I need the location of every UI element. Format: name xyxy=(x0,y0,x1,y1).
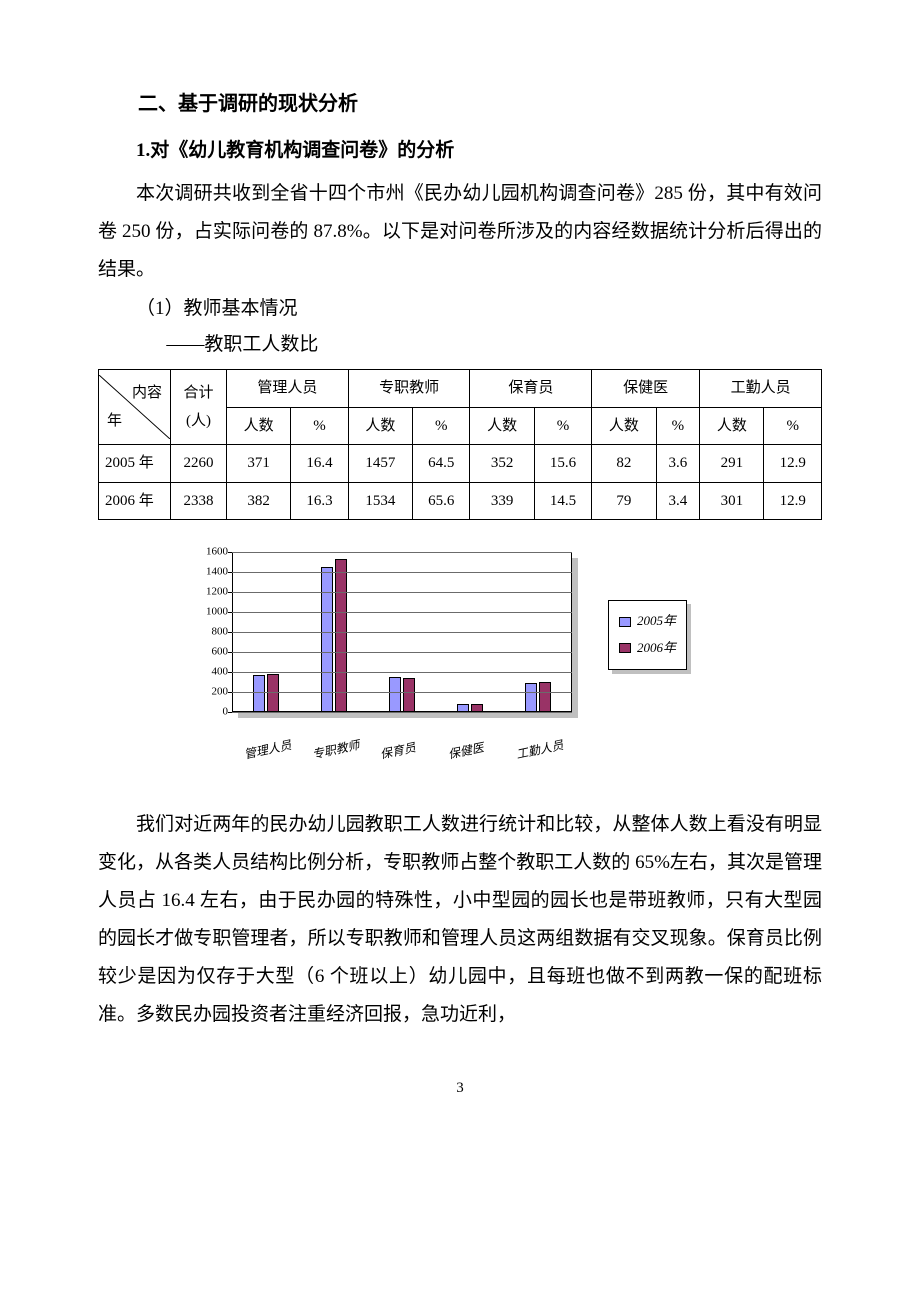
gridline xyxy=(232,632,572,633)
cell: 12.9 xyxy=(764,482,822,520)
cell: 3.4 xyxy=(656,482,700,520)
subsection-heading: 1.对《幼儿教育机构调查问卷》的分析 xyxy=(98,133,822,169)
col-sub: % xyxy=(534,407,591,445)
staff-bar-chart: 02004006008001000120014001600 2005年2006年… xyxy=(190,550,730,770)
cell: 14.5 xyxy=(534,482,591,520)
bar xyxy=(457,704,469,712)
col-sub: 人数 xyxy=(470,407,534,445)
cell: 16.3 xyxy=(291,482,348,520)
bar xyxy=(403,678,415,712)
cell: 352 xyxy=(470,445,534,483)
col-sub: % xyxy=(291,407,348,445)
y-tick-label: 400 xyxy=(190,662,228,683)
cell: 64.5 xyxy=(413,445,470,483)
bar xyxy=(539,682,551,712)
gridline xyxy=(232,572,572,573)
cell: 12.9 xyxy=(764,445,822,483)
gridline xyxy=(232,612,572,613)
row-year: 2006 年 xyxy=(99,482,171,520)
table-diagonal-header: 内容 年 xyxy=(99,375,170,439)
legend-item: 2005年 xyxy=(619,609,676,634)
row-year: 2005 年 xyxy=(99,445,171,483)
diag-top: 内容 xyxy=(132,379,162,408)
cell: 382 xyxy=(227,482,291,520)
cell: 65.6 xyxy=(413,482,470,520)
legend-label: 2005年 xyxy=(637,609,676,634)
col-sub: 人数 xyxy=(227,407,291,445)
row-total: 2338 xyxy=(171,482,227,520)
cell: 79 xyxy=(592,482,656,520)
cell: 1457 xyxy=(348,445,412,483)
col-sub: 人数 xyxy=(700,407,764,445)
intro-paragraph: 本次调研共收到全省十四个市州《民办幼儿园机构调查问卷》285 份，其中有效问卷 … xyxy=(98,175,822,289)
page-number: 3 xyxy=(98,1074,822,1103)
gridline xyxy=(232,552,572,553)
cell: 82 xyxy=(592,445,656,483)
legend-item: 2006年 xyxy=(619,636,676,661)
y-tick-label: 1400 xyxy=(190,562,228,583)
col-sub: % xyxy=(656,407,700,445)
y-tick-label: 1600 xyxy=(190,542,228,563)
legend-swatch xyxy=(619,617,631,627)
legend-label: 2006年 xyxy=(637,636,676,661)
diag-bottom: 年 xyxy=(107,407,122,436)
cell: 301 xyxy=(700,482,764,520)
bar xyxy=(253,675,265,712)
y-tick-label: 600 xyxy=(190,642,228,663)
x-category-label: 保育员 xyxy=(378,737,418,767)
bar xyxy=(525,683,537,712)
col-sub: % xyxy=(413,407,470,445)
gridline xyxy=(232,712,572,713)
row-total: 2260 xyxy=(171,445,227,483)
cell: 16.4 xyxy=(291,445,348,483)
cell: 3.6 xyxy=(656,445,700,483)
staff-table: 内容 年 合计(人) 管理人员 专职教师 保育员 保健医 工勤人员 人数%人数%… xyxy=(98,369,822,520)
bar xyxy=(335,559,347,712)
col-total: 合计(人) xyxy=(171,370,227,445)
item-subheading: ——教职工人数比 xyxy=(98,327,822,363)
item-heading: （1）教师基本情况 xyxy=(98,291,822,327)
legend-swatch xyxy=(619,643,631,653)
cell: 291 xyxy=(700,445,764,483)
y-tick-label: 1000 xyxy=(190,602,228,623)
gridline xyxy=(232,692,572,693)
x-category-label: 保健医 xyxy=(446,737,486,767)
y-tick-label: 1200 xyxy=(190,582,228,603)
cell: 1534 xyxy=(348,482,412,520)
col-sub: 人数 xyxy=(348,407,412,445)
bar xyxy=(321,567,333,713)
gridline xyxy=(232,672,572,673)
cell: 371 xyxy=(227,445,291,483)
col-sub: % xyxy=(764,407,822,445)
col-group: 专职教师 xyxy=(348,370,470,408)
y-tick-label: 0 xyxy=(190,702,228,723)
analysis-paragraph: 我们对近两年的民办幼儿园教职工人数进行统计和比较，从整体人数上看没有明显变化，从… xyxy=(98,806,822,1034)
col-group: 保育员 xyxy=(470,370,592,408)
col-sub: 人数 xyxy=(592,407,656,445)
y-tick-label: 800 xyxy=(190,622,228,643)
gridline xyxy=(232,652,572,653)
col-group: 管理人员 xyxy=(227,370,349,408)
bar xyxy=(471,704,483,712)
cell: 15.6 xyxy=(534,445,591,483)
chart-legend: 2005年2006年 xyxy=(608,600,687,669)
col-group: 保健医 xyxy=(592,370,700,408)
col-group: 工勤人员 xyxy=(700,370,822,408)
section-heading: 二、基于调研的现状分析 xyxy=(98,85,822,123)
bar xyxy=(389,677,401,712)
gridline xyxy=(232,592,572,593)
y-tick-label: 200 xyxy=(190,682,228,703)
cell: 339 xyxy=(470,482,534,520)
